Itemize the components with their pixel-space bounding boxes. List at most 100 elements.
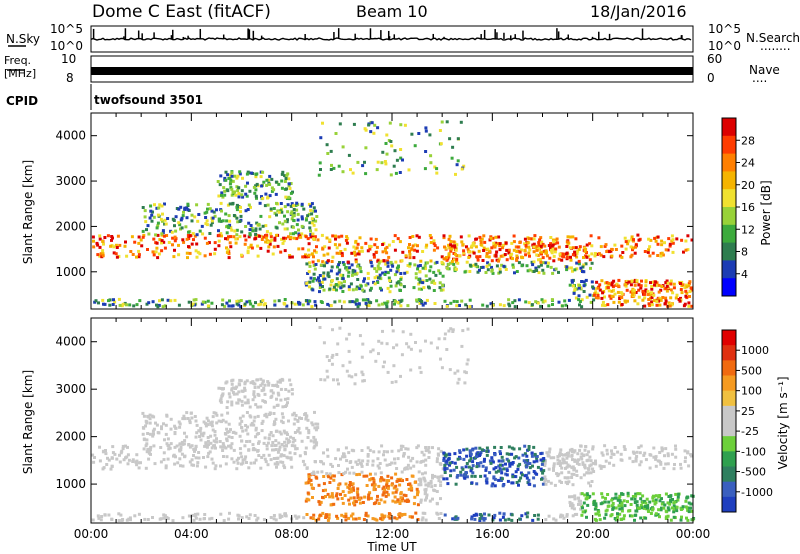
data-cell [655, 300, 659, 304]
data-cell [399, 156, 403, 160]
data-cell [435, 490, 439, 493]
data-cell [674, 296, 678, 300]
data-cell [489, 461, 493, 465]
data-cell [326, 492, 330, 496]
data-cell [305, 497, 309, 501]
colorbar-tick-label: 500 [741, 364, 762, 377]
data-cell [367, 497, 371, 501]
data-cell [393, 495, 397, 499]
data-cell [310, 212, 314, 216]
data-cell [222, 455, 225, 458]
data-cell [570, 453, 574, 457]
data-cell [370, 477, 374, 481]
data-cell [228, 202, 232, 206]
data-cell [676, 498, 680, 502]
data-cell [536, 465, 540, 469]
data-cell [664, 492, 668, 496]
data-cell [274, 448, 278, 451]
data-cell [383, 500, 387, 504]
data-cell [485, 252, 489, 255]
time-axis-labels: 00:00 04:00 08:00 12:00 16:00 20:00 00:00 [74, 527, 711, 541]
data-cell [442, 456, 446, 460]
data-cell [580, 305, 584, 309]
data-cell [350, 375, 354, 379]
data-cell [315, 278, 319, 282]
data-cell [347, 288, 351, 292]
data-cell [325, 261, 329, 265]
data-cell [538, 257, 542, 261]
data-cell [261, 196, 265, 200]
data-cell [360, 449, 364, 452]
data-cell [354, 272, 357, 276]
data-cell [327, 246, 331, 250]
data-cell [354, 239, 358, 243]
data-cell [166, 298, 170, 302]
data-cell [442, 236, 446, 240]
data-cell [187, 514, 191, 518]
data-cell [447, 255, 451, 259]
nave-label: Nave [749, 63, 780, 77]
data-cell [100, 515, 104, 518]
data-cell [240, 389, 244, 393]
data-cell [237, 299, 240, 303]
data-cell [237, 514, 241, 518]
data-cell [531, 464, 534, 468]
data-cell [141, 432, 145, 436]
data-cell [601, 303, 604, 307]
data-cell [287, 184, 291, 188]
data-cell [230, 187, 234, 191]
data-cell [449, 243, 453, 247]
data-cell [185, 216, 189, 220]
freq-label-1: Freq. [4, 54, 31, 67]
data-cell [224, 170, 228, 174]
data-cell [568, 448, 572, 452]
data-cell [672, 467, 676, 471]
data-cell [217, 239, 221, 243]
data-cell [287, 177, 291, 181]
data-cell [565, 513, 569, 517]
data-cell [376, 264, 380, 268]
data-cell [652, 293, 656, 297]
data-cell [561, 514, 565, 518]
data-cell [399, 283, 403, 287]
data-cell [440, 255, 444, 259]
data-cell [264, 236, 268, 240]
data-cell [357, 458, 361, 462]
data-cell [424, 483, 428, 487]
data-cell [541, 242, 545, 246]
data-cell [298, 416, 301, 420]
data-cell [185, 251, 189, 255]
data-cell [128, 303, 132, 307]
data-cell [309, 483, 313, 487]
data-cell [657, 299, 661, 303]
data-cell [523, 237, 527, 241]
data-cell [684, 248, 688, 252]
data-cell [228, 241, 232, 245]
data-cell [381, 271, 385, 275]
data-cell [417, 132, 421, 135]
data-cell [410, 132, 414, 136]
data-cell [348, 481, 352, 484]
data-cell [401, 479, 404, 483]
data-cell [185, 411, 189, 415]
data-cell [337, 270, 341, 274]
data-cell [376, 464, 380, 468]
data-cell [374, 251, 378, 254]
data-cell [414, 341, 417, 344]
data-cell [186, 417, 190, 420]
data-cell [306, 214, 310, 218]
data-cell [517, 456, 521, 460]
data-cell [322, 253, 326, 257]
data-cell [194, 249, 198, 253]
data-cell [355, 285, 359, 289]
data-cell [690, 494, 694, 498]
data-cell [222, 519, 226, 522]
data-cell [461, 329, 465, 333]
data-cell [656, 242, 660, 246]
data-cell [436, 246, 440, 250]
data-cell [254, 175, 258, 179]
data-cell [179, 218, 183, 222]
data-cell [543, 475, 547, 479]
data-cell [376, 259, 380, 263]
data-cell [309, 204, 313, 208]
